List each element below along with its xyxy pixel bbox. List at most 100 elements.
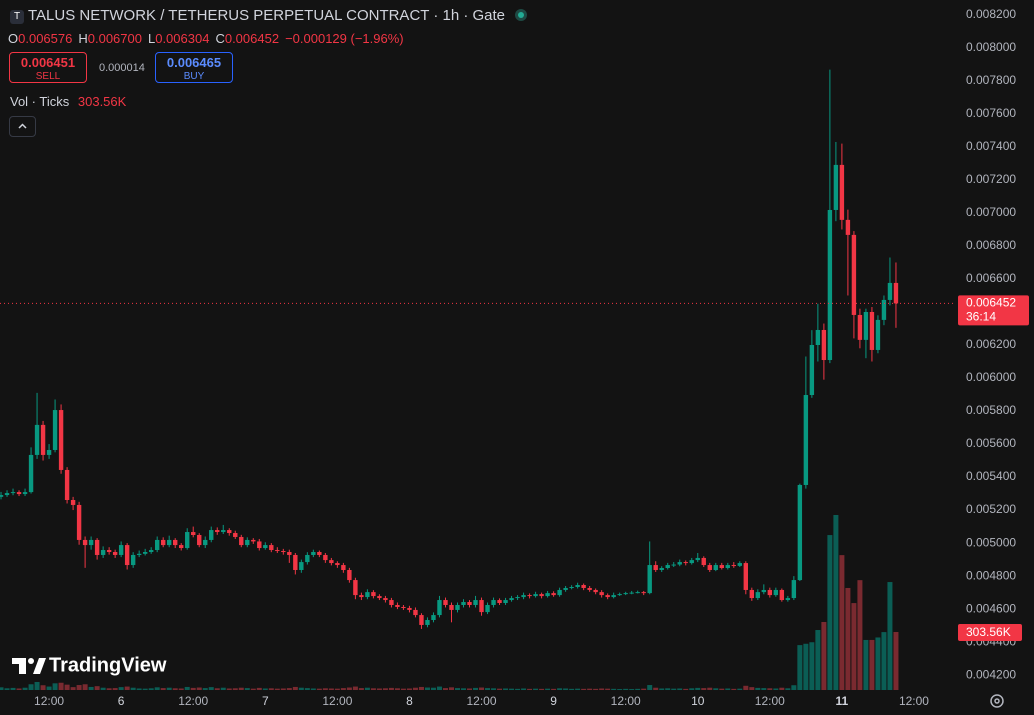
candle-body — [34, 424, 40, 455]
candle-body — [473, 600, 478, 605]
x-tick-label: 8 — [406, 694, 413, 708]
candle-body — [749, 589, 755, 599]
candle-body — [593, 589, 598, 593]
candle-body — [845, 219, 851, 235]
x-tick-label: 11 — [836, 694, 849, 708]
volume-bar — [773, 688, 779, 690]
volume-bar — [863, 639, 869, 690]
candle-body — [719, 565, 724, 569]
volume-bar — [298, 687, 304, 690]
buy-button[interactable]: 0.006465 BUY — [155, 52, 233, 83]
volume-bar — [827, 535, 833, 690]
volume-bar — [695, 687, 701, 690]
sell-button[interactable]: 0.006451 SELL — [9, 52, 87, 83]
candle-body — [395, 604, 400, 607]
volume-bar — [94, 686, 100, 690]
y-tick-label: 0.004200 — [966, 667, 1016, 681]
chart-title: TALUS NETWORK / TETHERUS PERPETUAL CONTR… — [28, 7, 506, 24]
candle-body — [647, 565, 652, 594]
watermark: TradingView — [49, 654, 167, 676]
volume-bar — [82, 684, 88, 690]
volume-bar — [268, 688, 274, 690]
candle-body — [4, 493, 10, 496]
candle-body — [359, 595, 364, 598]
volume-bar — [767, 688, 773, 690]
candle-body — [407, 607, 412, 610]
candle-body — [124, 545, 130, 566]
volume-bar — [881, 632, 887, 690]
volume-bar — [647, 685, 653, 690]
candle-body — [683, 562, 688, 564]
volume-bar — [875, 637, 881, 690]
candle-body — [461, 602, 466, 605]
candle-body — [377, 596, 382, 599]
x-tick-label: 9 — [550, 694, 557, 708]
buy-price: 0.006465 — [166, 55, 222, 70]
volume-bar — [166, 687, 172, 690]
volume-tag — [958, 624, 1022, 641]
candle-body — [659, 568, 664, 570]
settings-icon[interactable] — [990, 694, 1004, 708]
status-dot — [515, 9, 528, 21]
x-tick-label: 12:00 — [178, 694, 208, 708]
volume-bar — [376, 688, 382, 690]
candle-body — [785, 598, 791, 601]
candle-body — [839, 164, 845, 220]
volume-bar — [821, 621, 827, 690]
candle-body — [221, 530, 226, 533]
volume-value: 303.56K — [77, 94, 127, 109]
candle-body — [797, 484, 803, 581]
buy-label: BUY — [183, 71, 205, 82]
volume-bar — [0, 687, 4, 690]
last-price-tag — [958, 295, 1029, 326]
volume-bar — [208, 687, 214, 690]
y-tick-label: 0.006200 — [966, 337, 1016, 351]
candle-body — [88, 539, 94, 546]
gear-hub — [994, 698, 1000, 704]
status-dot-inner — [518, 12, 525, 18]
volume-bar — [28, 684, 34, 690]
volume-bar — [689, 688, 695, 690]
volume-bar — [88, 686, 94, 690]
candle-body — [136, 553, 142, 555]
volume-bar — [40, 685, 46, 690]
volume-bar — [16, 688, 22, 690]
candle-body — [533, 594, 538, 597]
volume-bar — [503, 688, 509, 690]
volume-bar — [118, 687, 124, 690]
volume-bar — [605, 688, 611, 690]
volume-bar — [232, 688, 238, 690]
volume-bar — [76, 685, 82, 690]
volume-bar — [713, 688, 719, 690]
volume-bar — [130, 687, 136, 690]
candle-body — [179, 545, 184, 549]
volume-bar — [833, 515, 839, 690]
volume-bar — [779, 687, 785, 690]
candle-body — [106, 550, 112, 552]
candle-body — [0, 495, 4, 497]
candle-body — [467, 602, 472, 605]
candle-body — [827, 209, 833, 361]
candle-body — [665, 565, 670, 569]
candle-body — [76, 504, 82, 540]
ohlc-value: 0.006700 — [87, 31, 142, 46]
collapse-button[interactable] — [9, 116, 36, 137]
candle-body — [191, 532, 196, 535]
volume-bar — [461, 688, 467, 690]
volume-bar — [136, 688, 142, 690]
volume-bar — [761, 688, 767, 690]
candle-body — [82, 539, 88, 546]
candle-body — [557, 589, 562, 596]
candle-body — [28, 454, 34, 493]
y-tick-label: 0.005800 — [966, 403, 1016, 417]
volume-bar — [587, 688, 593, 690]
volume-bar — [124, 686, 130, 690]
candle-body — [623, 593, 628, 595]
volume-bar — [286, 688, 292, 690]
candle-body — [527, 595, 532, 597]
volume-bar — [250, 688, 256, 690]
volume-bar — [515, 688, 521, 690]
volume-bar — [202, 688, 208, 690]
candle-body — [209, 530, 214, 540]
volume-bar — [388, 687, 394, 690]
